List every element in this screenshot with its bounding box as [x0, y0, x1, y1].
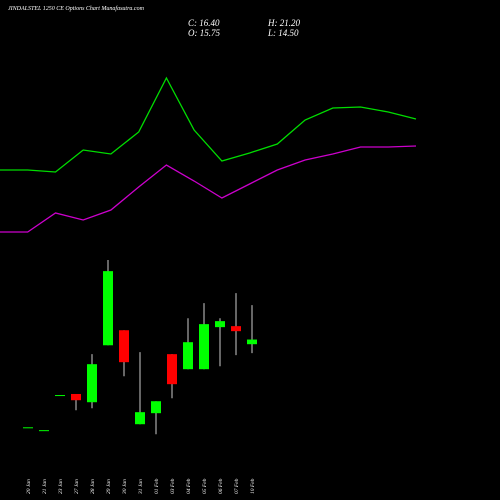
x-tick-label: 28 Jan — [90, 479, 96, 494]
ma-line — [0, 76, 417, 173]
candle-body — [119, 330, 129, 363]
candle-body — [247, 339, 257, 345]
candle-body — [215, 321, 225, 328]
x-tick-label: 07 Feb — [234, 478, 240, 494]
candle-body — [231, 326, 241, 332]
x-tick-label: 03 Feb — [170, 478, 176, 494]
candle-body — [23, 427, 33, 429]
candle-body — [87, 364, 97, 403]
x-tick-label: 29 Jan — [106, 479, 112, 494]
x-tick-label: 21 Jan — [42, 479, 48, 494]
candle-body — [103, 271, 113, 346]
x-tick-label: 20 Jan — [26, 479, 32, 494]
x-tick-label: 31 Jan — [138, 479, 144, 495]
candle-body — [151, 401, 161, 414]
ohlc-open: O: 15.75 — [188, 28, 220, 38]
x-tick-label: 05 Feb — [202, 478, 208, 494]
x-tick-label: 27 Jan — [74, 479, 80, 494]
x-tick-label: 23 Jan — [58, 479, 64, 494]
candle-body — [135, 412, 145, 425]
x-tick-label: 30 Jan — [122, 479, 128, 495]
ohlc-close: C: 16.40 — [188, 18, 220, 28]
chart-title: JINDALSTEL 1250 CE Options Chart Munafas… — [8, 5, 145, 12]
x-tick-label: 04 Feb — [185, 478, 192, 494]
candle-body — [199, 324, 209, 370]
candle-body — [55, 395, 65, 397]
ohlc-low: L: 14.50 — [267, 28, 299, 38]
ma-line — [0, 145, 417, 233]
candle-body — [167, 354, 177, 385]
candle-body — [71, 393, 81, 401]
ohlc-high: H: 21.20 — [267, 18, 300, 28]
candle-body — [39, 430, 49, 432]
x-tick-label: 10 Feb — [250, 478, 256, 494]
x-tick-label: 01 Feb — [154, 478, 160, 494]
candle-body — [183, 342, 193, 370]
x-tick-label: 06 Feb — [218, 478, 224, 494]
